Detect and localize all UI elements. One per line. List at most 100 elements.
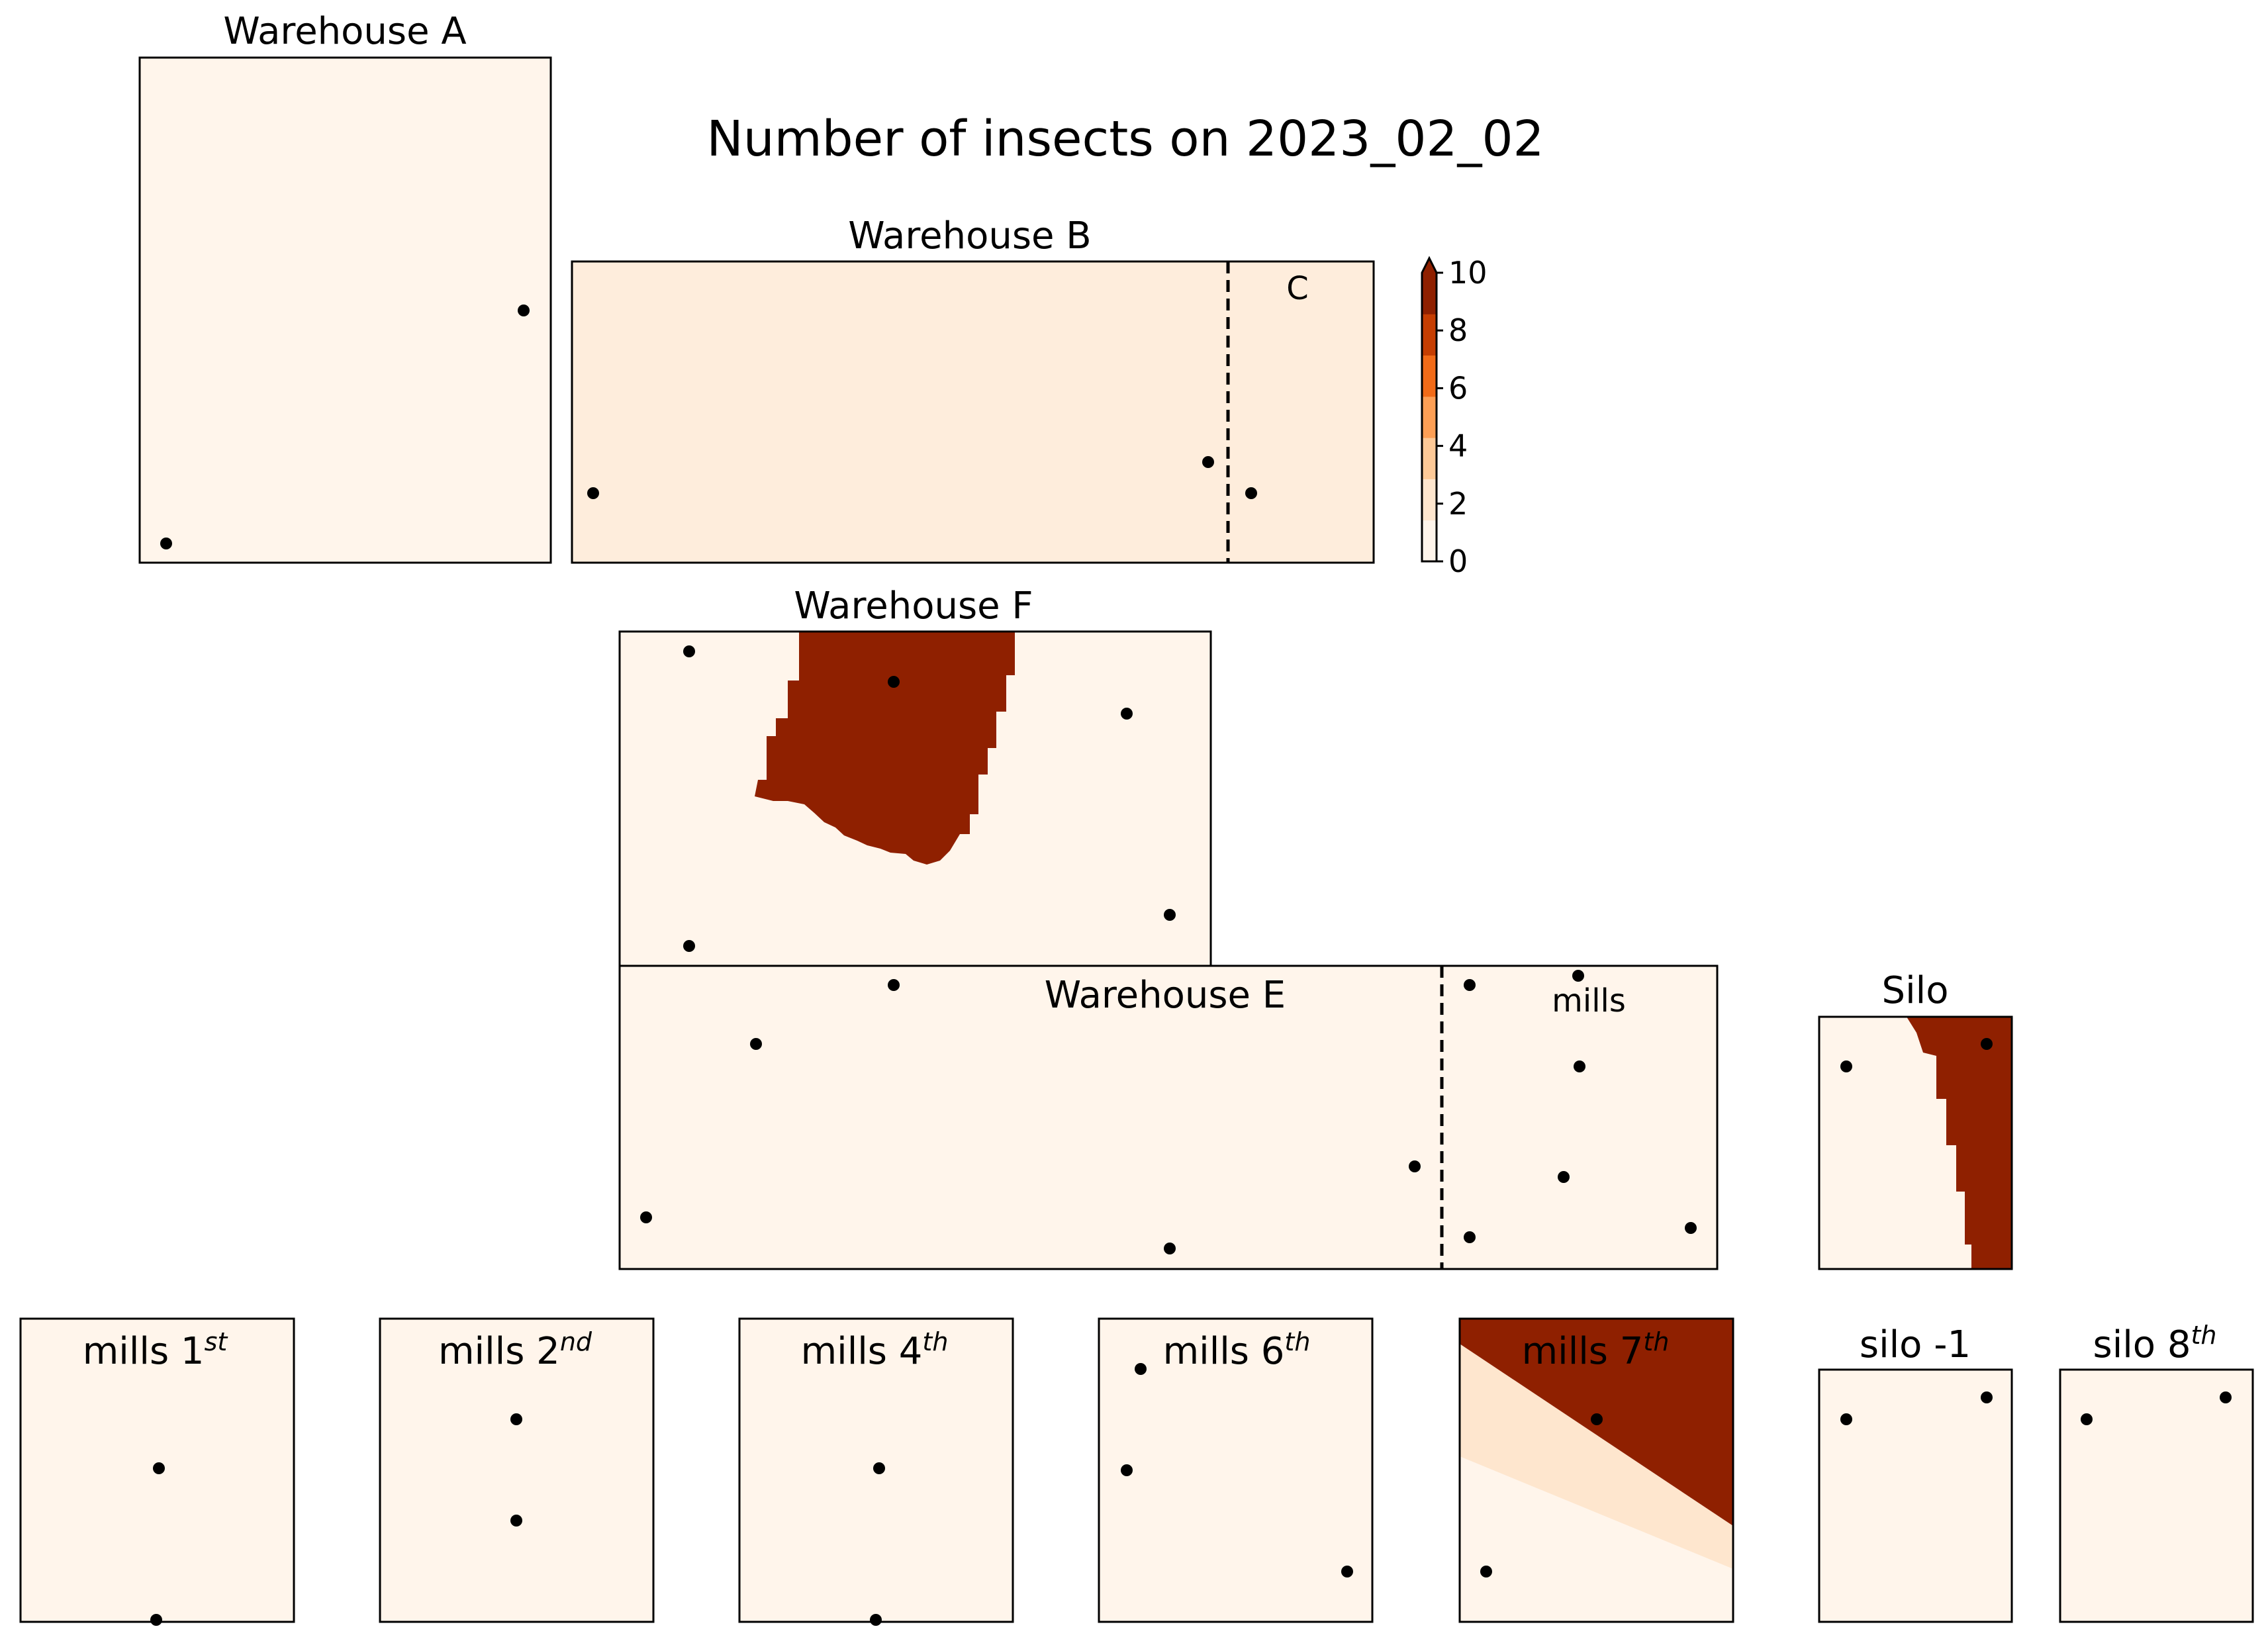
mills-7-title: mills 7th [1522,1327,1670,1373]
sensor-dot [1464,979,1476,991]
colorbar-frame [1421,256,1438,563]
sensor-dot [1409,1160,1421,1172]
mills-2-frame [379,1317,655,1623]
silo-frame [1818,1015,2013,1270]
panel-silo-minus-1: silo -1 [1818,1323,2013,1623]
silo-8-title: silo 8th [2093,1321,2217,1366]
mills-6-title-text: mills 6 [1163,1330,1285,1373]
colorbar-segment [1422,396,1437,438]
panel-warehouse-a: Warehouse A [138,10,552,564]
colorbar-tick-label: 6 [1448,370,1468,406]
sensor-dot [683,940,695,952]
panel-mills-4: mills 4th [738,1317,1014,1626]
warehouse-e-frame [618,965,1719,1270]
mills-1-title: mills 1st [83,1327,229,1373]
mills-2-title-text: mills 2 [438,1330,560,1373]
colorbar-tick-label: 0 [1448,543,1468,579]
sensor-dot [1245,487,1257,499]
mills-7-frame [1458,1317,1734,1623]
panel-mills-6: mills 6th [1098,1317,1374,1623]
silo-8-heatmap [2060,1370,2253,1622]
sensor-dot [1981,1391,1993,1403]
colorbar-tick-label: 10 [1448,255,1488,291]
colorbar-segment [1422,438,1437,479]
mills-4-title: mills 4th [801,1327,949,1373]
silo-hotspot [1907,1017,2012,1269]
sensor-dot [153,1462,165,1474]
warehouse-b-heatmap [572,261,1374,563]
silo-8-title-sup: th [2191,1321,2217,1350]
sensor-dot [1341,1566,1353,1577]
sensor-dot [2220,1391,2232,1403]
mills-6-title-sup: th [1284,1327,1310,1356]
warehouse-a-heatmap [140,58,551,563]
silo-minus-1-frame [1818,1368,2013,1623]
mills-4-title-text: mills 4 [801,1330,923,1373]
colorbar-segment [1422,355,1437,397]
mills-2-title-sup: nd [560,1327,592,1356]
panel-warehouse-f: Warehouse F [618,585,1212,967]
colorbar-segment [1422,273,1437,314]
mills-2-title: mills 2nd [438,1327,592,1373]
mills-4-title-sup: th [922,1327,948,1356]
colorbar-extend-arrow [1422,258,1437,273]
warehouse-b-title: Warehouse B [848,214,1091,258]
colorbar-tick-label: 2 [1448,486,1468,522]
warehouse-e-heatmap [620,966,1717,1269]
panel-mills-2: mills 2nd [379,1317,655,1623]
panel-warehouse-e: Warehouse E mills [618,965,1719,1270]
sensor-dot [1464,1231,1476,1243]
colorbar-segment [1422,479,1437,521]
sensor-dot [587,487,599,499]
panel-silo-8: silo 8th [2059,1321,2254,1623]
sensor-dot [1591,1413,1603,1425]
mills-1-title-sup: st [205,1327,229,1356]
warehouse-f-title: Warehouse F [794,585,1033,628]
sensor-dot [888,979,900,991]
colorbar-segments [1422,273,1437,562]
silo-minus-1-heatmap [1819,1370,2012,1622]
sensor-dot [160,538,172,549]
silo-minus-1-title: silo -1 [1860,1323,1971,1366]
colorbar-segment [1422,314,1437,356]
warehouse-a-frame [138,56,552,564]
warehouse-b-frame [571,260,1375,564]
mills-1-title-text: mills 1 [83,1330,205,1373]
panel-silo: Silo [1818,969,2013,1270]
colorbar-segment [1422,520,1437,562]
sensor-dot [888,676,900,688]
sensor-dot [1164,1243,1176,1254]
mills-7-title-text: mills 7 [1522,1330,1644,1373]
sensor-dot [1981,1038,1993,1050]
sensor-dot [750,1038,762,1050]
sensor-dot [2081,1413,2093,1425]
sensor-dot [1202,456,1214,468]
panel-mills-7: mills 7th [1458,1317,1734,1623]
sensor-dot [518,305,530,316]
sensor-dot [683,645,695,657]
warehouse-a-title: Warehouse A [223,10,466,53]
sensor-dot [640,1211,652,1223]
silo-title: Silo [1882,969,1949,1012]
colorbar-tick-label: 8 [1448,312,1468,348]
colorbar: 0 2 4 6 8 10 [1421,255,1488,579]
sensor-dot [150,1614,162,1626]
sensor-dot [1558,1171,1570,1183]
mills-7-title-sup: th [1643,1327,1669,1356]
colorbar-ticks: 0 2 4 6 8 10 [1437,255,1488,579]
sensor-dot [1164,909,1176,921]
sensor-dot [1121,708,1133,720]
figure-title: Number of insects on 2023_02_02 [706,111,1544,167]
sensor-dot [1121,1464,1133,1476]
silo-8-title-text: silo 8 [2093,1323,2191,1366]
sensor-dot [870,1614,882,1626]
mills-6-frame [1098,1317,1374,1623]
sensor-dot [1574,1060,1585,1072]
mills-7-level-2-4 [1460,1344,1733,1569]
sensor-dot [1135,1363,1147,1375]
warehouse-e-title: Warehouse E [1045,974,1286,1017]
sensor-dot [1480,1566,1492,1577]
mills-6-title: mills 6th [1163,1327,1311,1373]
sensor-dot [1840,1413,1852,1425]
